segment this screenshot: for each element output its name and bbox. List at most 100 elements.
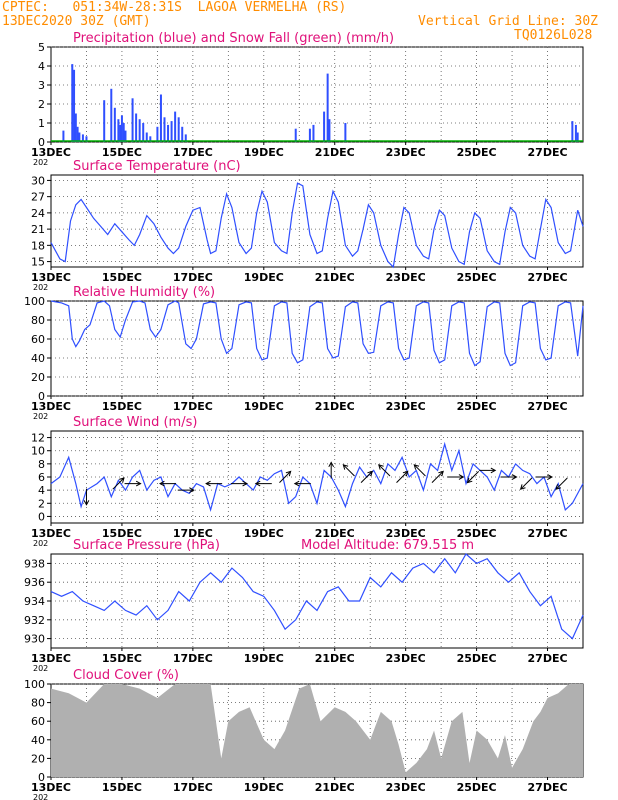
- wind-arrow-head: [458, 474, 465, 480]
- wind-arrow: [520, 477, 533, 490]
- wind-arrow-head: [328, 461, 335, 468]
- precip-bar: [73, 69, 76, 142]
- y-tick-label-temp: 18: [31, 239, 45, 252]
- x-tick-label-cloud: 15DEC: [102, 781, 142, 794]
- wind-arrow-head: [285, 470, 292, 477]
- wind-arrow-head: [254, 480, 261, 487]
- x-tick-label-pressure: 19DEC: [244, 652, 284, 665]
- panel-frame-temp: [50, 174, 584, 268]
- precip-bar: [122, 123, 125, 142]
- x-tick-label-rh: 23DEC: [386, 400, 426, 413]
- precip-bar: [159, 94, 162, 142]
- year-label-temp: 202: [33, 283, 48, 292]
- wind-arrow: [413, 464, 426, 477]
- wind-arrow-head: [83, 500, 90, 506]
- precip-bar: [76, 126, 79, 142]
- x-tick-label-rh: 21DEC: [315, 400, 355, 413]
- x-tick-label-wind: 15DEC: [102, 527, 142, 540]
- y-tick-label-cloud: 40: [31, 734, 45, 747]
- header-grid-note: Vertical Grid Line: 30Z: [418, 14, 599, 29]
- precip-bar: [344, 123, 347, 142]
- y-tick-label-wind: 2: [38, 497, 45, 510]
- y-tick-label-rh: 100: [24, 295, 45, 308]
- wind-arrow-head: [466, 477, 473, 484]
- wind-arrow-head: [490, 467, 497, 474]
- y-tick-label-cloud: 100: [24, 678, 45, 691]
- wind-arrow: [360, 471, 373, 483]
- y-tick-label-temp: 21: [31, 223, 45, 236]
- x-tick-label-temp: 15DEC: [102, 271, 142, 284]
- x-tick-label-temp: 17DEC: [173, 271, 213, 284]
- wind-arrow-head: [511, 474, 518, 480]
- x-tick-label-precip: 25DEC: [457, 146, 497, 159]
- x-tick-label-rh: 17DEC: [173, 400, 213, 413]
- cloud-cover-area: [51, 684, 583, 777]
- y-tick-label-wind: 8: [38, 458, 45, 471]
- x-tick-label-cloud: 23DEC: [386, 781, 426, 794]
- wind-arrow-head: [519, 484, 526, 490]
- x-tick-label-rh: 13DEC: [31, 400, 71, 413]
- y-tick-label-cloud: 0: [38, 771, 45, 784]
- x-tick-label-cloud: 19DEC: [244, 781, 284, 794]
- precip-bar: [74, 113, 77, 142]
- y-tick-label-precip: 2: [38, 98, 45, 111]
- x-tick-label-wind: 19DEC: [244, 527, 284, 540]
- wind-arrow-head: [438, 470, 444, 477]
- wind-arrow-head: [158, 480, 165, 487]
- x-tick-label-wind: 25DEC: [457, 527, 497, 540]
- precip-bar: [71, 64, 74, 142]
- temp-series-line: [50, 182, 584, 269]
- precip-bar: [103, 100, 106, 142]
- x-tick-label-wind: 13DEC: [31, 527, 71, 540]
- year-label-rh: 202: [33, 412, 48, 421]
- y-tick-label-wind: 12: [31, 432, 45, 445]
- year-label-cloud: 202: [33, 793, 48, 800]
- wind-arrow: [112, 477, 125, 490]
- wind-arrow: [396, 471, 409, 483]
- header-model-code: TQ0126L028: [514, 28, 593, 43]
- y-tick-label-temp: 24: [31, 207, 45, 220]
- x-tick-label-cloud: 25DEC: [457, 781, 497, 794]
- panel-title-pressure: Surface Pressure (hPa): [73, 538, 220, 553]
- wind-arrow-head: [378, 464, 384, 470]
- y-tick-label-cloud: 60: [31, 715, 45, 728]
- precip-bar: [142, 123, 145, 142]
- x-tick-label-precip: 15DEC: [102, 146, 142, 159]
- wind-arrow-head: [342, 464, 349, 470]
- x-tick-label-temp: 21DEC: [315, 271, 355, 284]
- y-tick-label-cloud: 80: [31, 697, 45, 710]
- y-tick-label-cloud: 20: [31, 752, 45, 765]
- precip-bar: [149, 136, 152, 142]
- y-tick-label-rh: 60: [31, 333, 45, 346]
- y-tick-label-rh: 80: [31, 314, 45, 327]
- wind-arrow-head: [367, 470, 373, 477]
- precip-bar: [163, 117, 166, 142]
- x-tick-label-pressure: 17DEC: [173, 652, 213, 665]
- x-tick-label-temp: 25DEC: [457, 271, 497, 284]
- y-tick-label-pressure: 934: [24, 595, 45, 608]
- y-tick-label-temp: 27: [31, 191, 45, 204]
- y-tick-label-wind: 0: [38, 510, 45, 523]
- wind-arrow-head: [135, 480, 142, 487]
- y-tick-label-rh: 20: [31, 371, 45, 384]
- panel-frame-rh: [50, 300, 584, 397]
- wind-arrow-head: [555, 484, 562, 490]
- precip-bar: [119, 124, 122, 142]
- precip-bar: [145, 132, 148, 142]
- precip-bar: [294, 128, 297, 142]
- wind-arrow-head: [413, 464, 420, 470]
- precip-bar: [328, 119, 331, 142]
- x-tick-label-precip: 17DEC: [173, 146, 213, 159]
- precip-bar: [323, 111, 326, 142]
- x-tick-label-pressure: 23DEC: [386, 652, 426, 665]
- x-tick-label-wind: 17DEC: [173, 527, 213, 540]
- precip-bar: [124, 130, 127, 142]
- y-tick-label-pressure: 938: [24, 557, 45, 570]
- y-tick-label-rh: 0: [38, 390, 45, 403]
- y-tick-label-precip: 1: [38, 117, 45, 130]
- x-tick-label-cloud: 13DEC: [31, 781, 71, 794]
- wind-arrow-head: [205, 480, 211, 487]
- x-tick-label-temp: 19DEC: [244, 271, 284, 284]
- x-tick-label-wind: 23DEC: [386, 527, 426, 540]
